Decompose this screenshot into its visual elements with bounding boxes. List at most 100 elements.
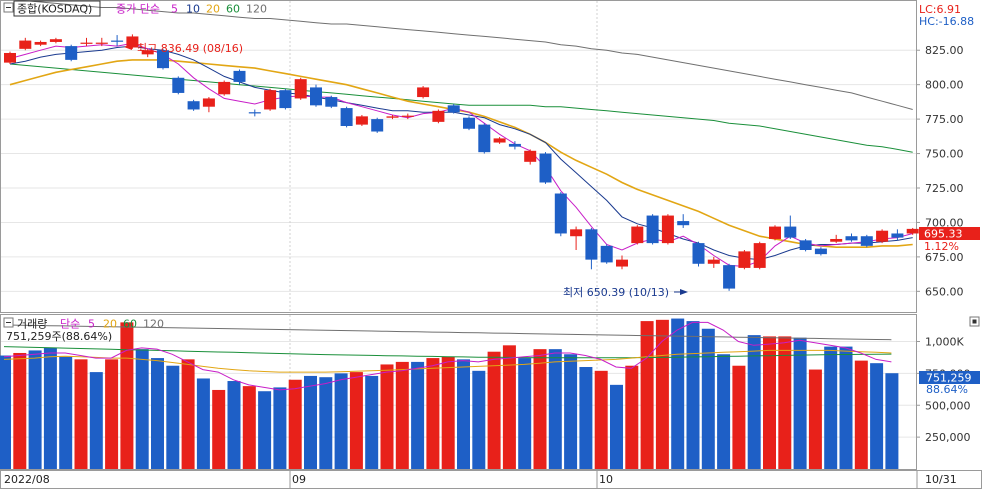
price-tick-label: 725.00 (925, 182, 964, 195)
candle-body (65, 46, 78, 60)
price-ma60-label: 60 (226, 3, 240, 16)
candle-body (631, 226, 644, 244)
candle-body (187, 101, 200, 110)
volume-bar (74, 359, 88, 469)
price-ma120-line (13, 0, 913, 110)
change-pct: 1.12% (924, 240, 959, 253)
price-tick-label: 675.00 (925, 251, 964, 264)
candle-body (814, 248, 827, 255)
volume-bars (0, 318, 899, 469)
volume-bar (594, 370, 608, 469)
candle-body (111, 40, 124, 42)
volume-bar (242, 386, 256, 469)
volume-bar (334, 373, 348, 469)
candle-body (19, 40, 32, 49)
candle-body (784, 226, 797, 238)
candle-body (554, 193, 567, 234)
lc-label: LC:6.91 (919, 3, 961, 16)
candle-body (845, 236, 858, 241)
volume-bar (655, 319, 669, 469)
x-tick-label: 2022/08 (4, 473, 50, 486)
volume-ma60-label: 60 (123, 318, 137, 331)
current-price-marker: 695.33 1.12% (919, 227, 980, 253)
volume-bar (472, 370, 486, 469)
volume-bar (13, 352, 27, 469)
candle-body (233, 70, 246, 82)
volume-panel-toggle-square (972, 319, 977, 324)
volume-bar (212, 389, 226, 469)
candle-body (677, 221, 690, 226)
volume-ma120-label: 120 (143, 318, 164, 331)
price-tick-label: 700.00 (925, 216, 964, 229)
candle-body (264, 90, 277, 110)
volume-tick-label: 500,000 (925, 399, 971, 412)
volume-bar (502, 345, 516, 469)
volume-ma60-line (3, 346, 892, 359)
candle-body (463, 117, 475, 129)
volume-bar (89, 372, 103, 469)
volume-bar (839, 346, 853, 469)
volume-bar (304, 375, 317, 469)
current-price: 695.33 (924, 228, 963, 241)
candle-body (417, 87, 430, 98)
low-label: 최저 650.39 (10/13) (563, 286, 669, 299)
candle-body (616, 259, 628, 267)
x-tick-label: 09 (292, 473, 306, 486)
candle-body (80, 42, 93, 44)
x-axis-strip[interactable] (0, 470, 982, 489)
candle-body (310, 87, 322, 106)
x-tick-label: 10 (599, 473, 613, 486)
volume-legend: 거래량 단순 5 20 60 120 751,259주(88.64%) (3, 317, 164, 343)
volume-bar (43, 347, 57, 469)
price-tick-label: 775.00 (925, 113, 964, 126)
volume-bar (625, 365, 639, 469)
candle-body (401, 115, 414, 117)
volume-bar (319, 377, 333, 469)
volume-bar (441, 356, 455, 469)
volume-tick-label: 250,000 (925, 431, 971, 444)
volume-bar (778, 336, 792, 469)
volume-bar (181, 359, 195, 469)
volume-bar (793, 337, 807, 469)
price-tick-label: 800.00 (925, 79, 964, 92)
volume-bar (365, 375, 379, 469)
volume-bar (885, 373, 899, 469)
volume-bar (457, 359, 470, 469)
volume-bar (426, 358, 440, 469)
volume-bar (59, 356, 73, 469)
high-arrow-icon (124, 44, 132, 50)
volume-bar (763, 336, 776, 469)
volume-bar (564, 354, 578, 469)
volume-bar (0, 355, 11, 469)
high-label: 최고 836.49 (08/16) (137, 42, 243, 55)
candle-body (432, 110, 445, 122)
volume-ma5-label: 5 (88, 318, 95, 331)
candle-body (126, 36, 139, 48)
low-annotation: 최저 650.39 (10/13) (563, 286, 688, 299)
volume-bar (747, 335, 761, 469)
price-gridlines (1, 1, 916, 312)
volume-bar (824, 346, 838, 469)
low-arrow-icon (680, 289, 688, 295)
candle-body (218, 81, 231, 95)
candle-body (4, 52, 16, 63)
volume-bar (166, 365, 180, 469)
candle-body (891, 233, 904, 238)
candle-body (799, 240, 812, 250)
current-volume-box (919, 371, 980, 384)
volume-bar (227, 381, 241, 469)
candle-body (539, 153, 552, 183)
current-volume-marker: 751,259 88.64% (919, 371, 980, 396)
volume-tick-label: 1,000K (925, 336, 964, 349)
candle-body (141, 50, 154, 55)
volume-bar (732, 365, 746, 469)
volume-bar (28, 350, 42, 469)
volume-bar (717, 354, 731, 469)
price-ma60-line (9, 63, 913, 153)
title-box[interactable] (13, 0, 101, 17)
price-tick-label: 825.00 (925, 44, 964, 57)
candle-body (707, 259, 720, 264)
volume-ma120-line (3, 324, 892, 341)
candle-body (478, 124, 491, 153)
